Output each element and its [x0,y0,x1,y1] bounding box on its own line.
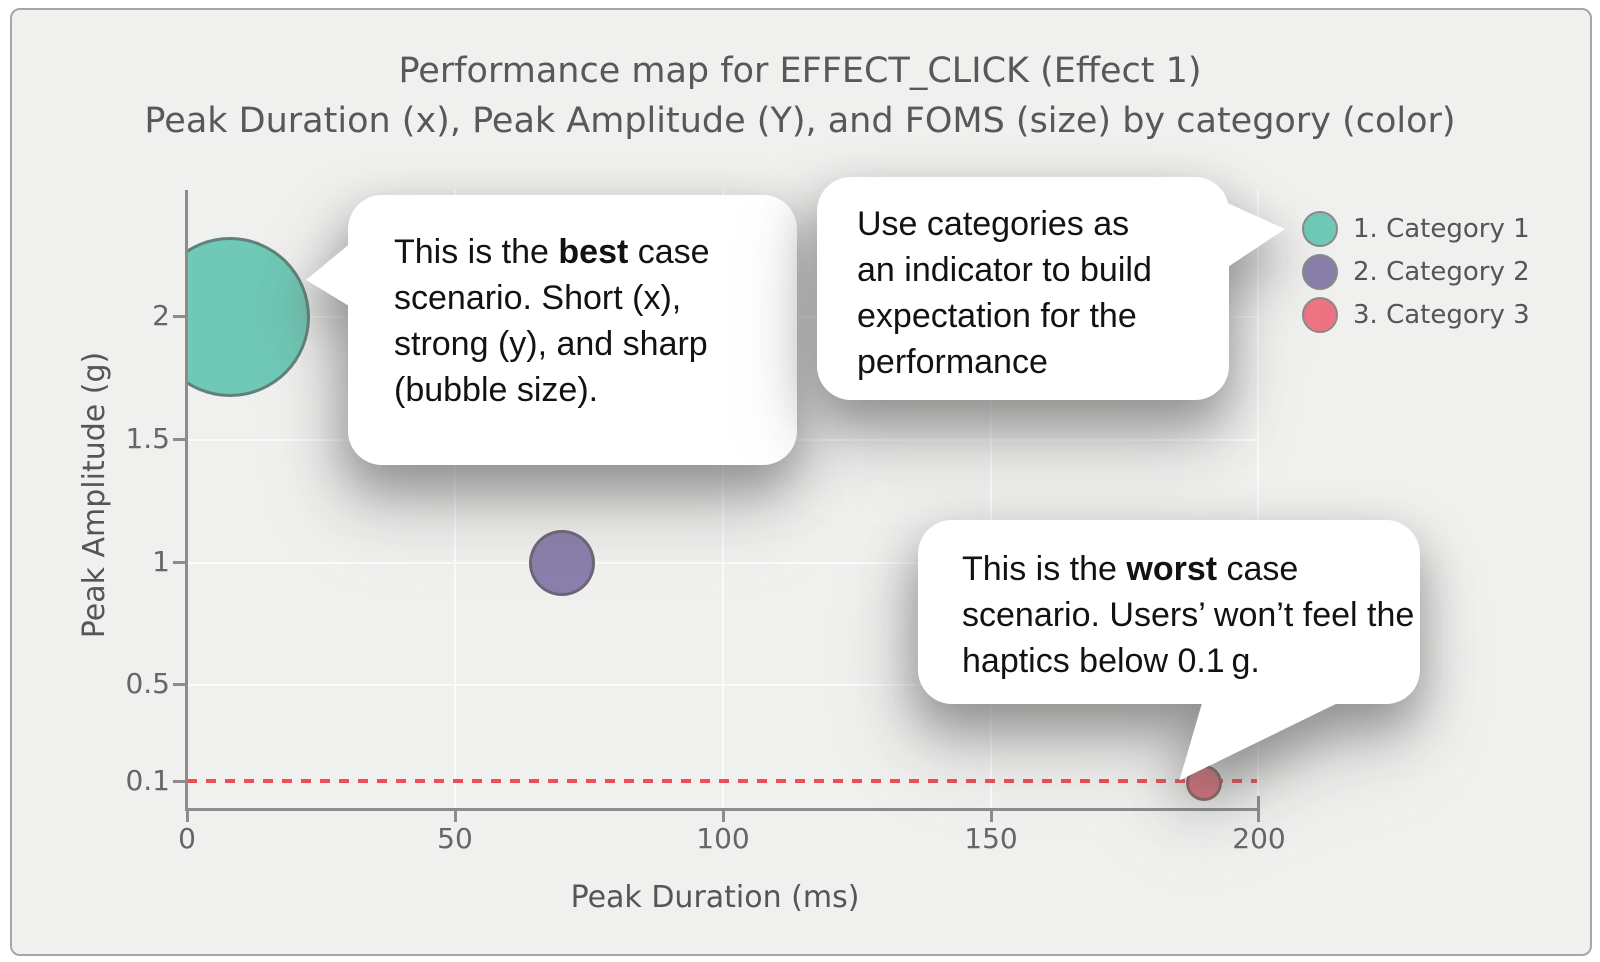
x-tick-label-200: 200 [1232,822,1286,855]
chart-title-line1: Performance map for EFFECT_CLICK (Effect… [398,51,1202,91]
gridline-x50 [454,190,456,808]
x-axis-line [185,808,1260,811]
legend-item-category-3: 3. Category 3 [1302,293,1530,336]
legend: 1. Category 1 2. Category 2 3. Category … [1302,207,1530,336]
x-axis-end-tick [1257,796,1260,808]
callout-legend-note: Use categories as an indicator to build ex… [817,177,1287,402]
callout-best-case-text: This is the best case scenario. Short (x)… [348,195,797,465]
x-tick-label-150: 150 [964,822,1018,855]
legend-label-category-3: 3. Category 3 [1353,299,1530,330]
callout-worst-case-text: This is the worst case scenario. Users’ w… [918,520,1420,704]
x-axis-title: Peak Duration (ms) [570,880,860,915]
y-tick-2 [173,315,186,318]
gridline-x150 [990,190,992,808]
y-tick-label-2: 2 [152,299,170,332]
figure-card [10,8,1592,956]
y-tick-label-1: 1 [152,545,170,578]
callout-legend-note-tail-right [1221,200,1285,272]
gridline-x200 [1257,190,1259,808]
legend-swatch-category-3-icon [1302,296,1338,333]
callout-best-case-tail-left [306,242,351,308]
legend-item-category-1: 1. Category 1 [1302,207,1530,250]
callout-worst-case: This is the worst case scenario. Users’ w… [918,520,1422,781]
y-axis-title: Peak Amplitude (g) [77,351,112,639]
x-tick-50 [454,810,457,822]
callout-legend-note-text: Use categories as an indicator to build ex… [817,177,1229,400]
y-tick-0-1 [173,780,186,783]
y-axis-line [185,190,188,810]
plot-area [187,190,1260,808]
y-tick-1 [173,561,186,564]
x-tick-0 [186,810,189,822]
gridline-x100 [722,190,724,808]
gridline-y0-5 [187,684,1258,686]
y-tick-label-0-5: 0.5 [125,667,170,700]
legend-label-category-1: 1. Category 1 [1353,213,1530,244]
callout-best-case: This is the best case scenario. Short (x)… [300,195,800,467]
legend-item-category-2: 2. Category 2 [1302,250,1530,293]
chart-title: Performance map for EFFECT_CLICK (Effect… [0,46,1600,146]
y-tick-0-5 [173,683,186,686]
x-tick-label-50: 50 [437,822,473,855]
x-tick-100 [722,810,725,822]
y-tick-1-5 [173,438,186,441]
legend-swatch-category-1-icon [1302,210,1338,247]
y-tick-label-0-1: 0.1 [125,764,170,797]
threshold-line-0p1g [187,779,1257,783]
legend-label-category-2: 2. Category 2 [1353,256,1530,287]
x-tick-label-100: 100 [696,822,750,855]
chart-title-line2: Peak Duration (x), Peak Amplitude (Y), a… [144,101,1456,141]
gridline-y1 [187,562,1258,564]
bubble-category-2 [528,529,595,596]
bubble-category-1 [187,237,310,397]
x-tick-label-0: 0 [178,822,196,855]
x-tick-200 [1257,810,1260,822]
y-tick-label-1-5: 1.5 [125,422,170,455]
x-tick-150 [990,810,993,822]
legend-swatch-category-2-icon [1302,253,1338,290]
